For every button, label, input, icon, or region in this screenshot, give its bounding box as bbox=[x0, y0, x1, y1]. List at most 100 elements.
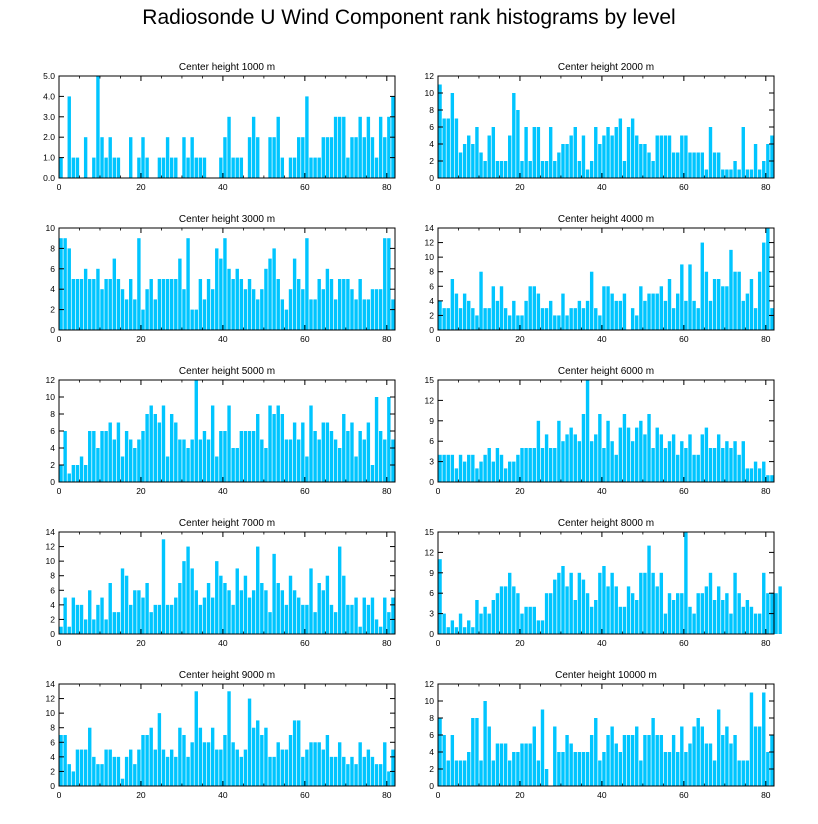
bar bbox=[108, 279, 112, 330]
bar bbox=[622, 161, 627, 178]
x-tick-label: 20 bbox=[515, 638, 525, 648]
bar bbox=[239, 590, 244, 634]
bar bbox=[553, 579, 557, 634]
bar bbox=[59, 465, 63, 482]
bar bbox=[553, 448, 557, 482]
bar bbox=[725, 169, 729, 178]
bar bbox=[450, 454, 455, 482]
bar bbox=[141, 735, 145, 786]
bar bbox=[483, 606, 487, 634]
bar bbox=[725, 726, 729, 786]
bar bbox=[239, 756, 244, 786]
bar bbox=[696, 593, 700, 634]
bar bbox=[680, 726, 684, 786]
y-tick-label: 12 bbox=[425, 238, 435, 248]
bar bbox=[210, 289, 215, 330]
bar bbox=[467, 135, 471, 178]
bar bbox=[124, 431, 129, 482]
bar bbox=[276, 742, 280, 786]
bar bbox=[71, 157, 76, 178]
bar bbox=[512, 461, 516, 482]
y-tick-label: 4 bbox=[50, 443, 55, 453]
y-tick-label: 0 bbox=[429, 477, 434, 487]
bar bbox=[508, 461, 512, 482]
y-tick-label: 2 bbox=[50, 305, 55, 315]
bar bbox=[96, 448, 100, 482]
bar bbox=[272, 248, 276, 330]
bar bbox=[446, 627, 450, 634]
bar bbox=[268, 612, 272, 634]
bar bbox=[598, 572, 602, 634]
bar bbox=[704, 169, 709, 178]
bar bbox=[325, 422, 330, 482]
bar bbox=[671, 152, 676, 178]
bar bbox=[548, 448, 553, 482]
bar bbox=[565, 735, 569, 786]
bar bbox=[219, 431, 223, 482]
bar bbox=[659, 286, 664, 330]
bar bbox=[528, 743, 532, 786]
bar bbox=[684, 532, 688, 634]
bar bbox=[676, 593, 680, 634]
bar bbox=[178, 258, 182, 330]
bar bbox=[745, 760, 750, 786]
bar bbox=[553, 161, 557, 178]
bar bbox=[288, 439, 293, 482]
x-tick-label: 60 bbox=[679, 790, 689, 800]
bar bbox=[458, 760, 463, 786]
bar bbox=[598, 760, 602, 786]
bar bbox=[520, 743, 524, 786]
x-tick-label: 20 bbox=[515, 182, 525, 192]
bar bbox=[174, 279, 178, 330]
bar bbox=[297, 137, 301, 178]
bar bbox=[325, 137, 330, 178]
bar bbox=[577, 300, 582, 330]
bar bbox=[581, 135, 586, 178]
chart-panel-7: Center height 7000 m 0 2 4 6 8 10 12 14 0 20 40 60 80 bbox=[46, 518, 396, 648]
y-tick-label: 12 bbox=[425, 679, 435, 689]
bar bbox=[137, 590, 141, 634]
bar bbox=[145, 414, 149, 482]
bar bbox=[454, 468, 459, 482]
bar bbox=[667, 279, 672, 330]
bar bbox=[639, 760, 643, 786]
bar bbox=[618, 427, 623, 482]
bar bbox=[688, 152, 692, 178]
bar bbox=[462, 627, 467, 634]
bar bbox=[141, 309, 145, 330]
bar bbox=[610, 726, 614, 786]
bar bbox=[235, 448, 239, 482]
y-tick-label: 9 bbox=[429, 416, 434, 426]
bar bbox=[112, 258, 117, 330]
bar bbox=[333, 439, 338, 482]
bar bbox=[202, 431, 207, 482]
bar bbox=[725, 286, 729, 330]
bar bbox=[512, 300, 516, 330]
bar bbox=[499, 161, 504, 178]
bar bbox=[643, 434, 647, 482]
bar bbox=[313, 742, 317, 786]
bar bbox=[692, 152, 696, 178]
bar bbox=[182, 561, 186, 634]
bar bbox=[251, 727, 256, 786]
bar bbox=[745, 468, 750, 482]
bar bbox=[313, 157, 317, 178]
bar bbox=[639, 572, 643, 634]
bar bbox=[358, 742, 362, 786]
bar bbox=[83, 268, 88, 330]
bar bbox=[104, 749, 108, 786]
bar bbox=[305, 456, 309, 482]
bar bbox=[749, 169, 754, 178]
bar bbox=[442, 735, 446, 786]
y-tick-label: 5.0 bbox=[43, 71, 55, 81]
bar bbox=[618, 118, 623, 178]
bar bbox=[737, 593, 741, 634]
bar bbox=[100, 289, 104, 330]
y-tick-label: 3 bbox=[429, 457, 434, 467]
bar bbox=[479, 152, 483, 178]
bar bbox=[198, 604, 203, 634]
bar bbox=[520, 315, 524, 330]
bar bbox=[696, 718, 700, 786]
bar bbox=[630, 735, 635, 786]
bar bbox=[532, 606, 536, 634]
